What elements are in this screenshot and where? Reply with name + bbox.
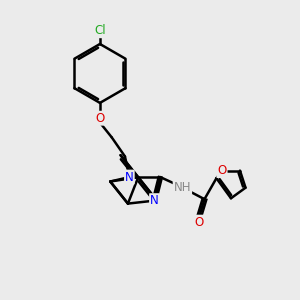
Text: O: O <box>194 216 204 229</box>
Text: NH: NH <box>174 181 191 194</box>
Text: O: O <box>95 112 105 125</box>
Text: Cl: Cl <box>94 24 106 37</box>
Text: N: N <box>150 194 159 207</box>
Text: O: O <box>217 164 226 177</box>
Text: N: N <box>125 171 134 184</box>
